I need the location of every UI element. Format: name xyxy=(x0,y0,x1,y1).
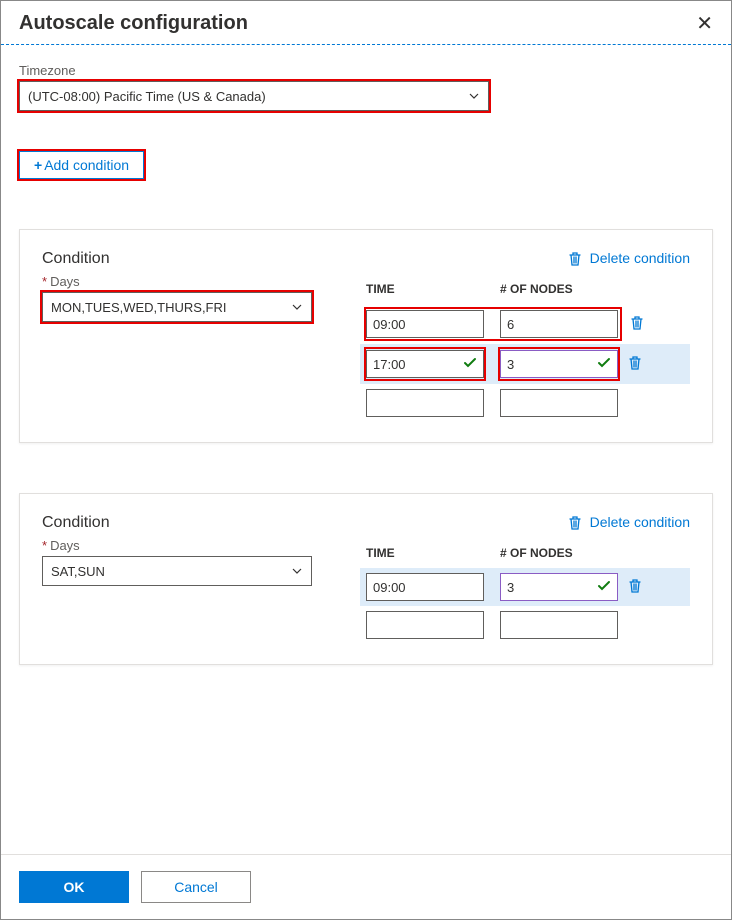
schedule-row: 17:00 3 xyxy=(360,344,690,384)
chevron-down-icon xyxy=(291,565,303,577)
nodes-input[interactable] xyxy=(500,389,618,417)
schedule-table-header: TIME # OF NODES xyxy=(360,274,690,304)
close-icon[interactable]: ✕ xyxy=(696,11,713,36)
chevron-down-icon xyxy=(291,301,303,313)
condition-card: Condition Delete condition *Days MON,TUE… xyxy=(19,229,713,443)
trash-icon xyxy=(568,251,582,265)
days-value: MON,TUES,WED,THURS,FRI xyxy=(51,300,227,315)
check-icon xyxy=(597,356,611,373)
time-header: TIME xyxy=(366,546,484,560)
days-label: *Days xyxy=(42,538,322,553)
days-label: *Days xyxy=(42,274,322,289)
condition-title: Condition xyxy=(42,514,110,532)
footer: OK Cancel xyxy=(1,854,731,919)
check-icon xyxy=(463,356,477,373)
time-input[interactable] xyxy=(366,389,484,417)
add-condition-button[interactable]: + Add condition xyxy=(19,151,144,179)
timezone-label: Timezone xyxy=(19,63,713,78)
cancel-button[interactable]: Cancel xyxy=(141,871,251,903)
delete-row-icon[interactable] xyxy=(630,315,644,334)
panel-title: Autoscale configuration xyxy=(19,12,248,35)
delete-condition-button[interactable]: Delete condition xyxy=(568,250,690,266)
days-select[interactable]: SAT,SUN xyxy=(42,556,312,586)
time-input[interactable]: 17:00 xyxy=(366,350,484,378)
schedule-row: 09:00 3 xyxy=(360,568,690,606)
delete-row-icon[interactable] xyxy=(628,355,642,374)
scroll-area[interactable]: Timezone (UTC-08:00) Pacific Time (US & … xyxy=(1,45,731,854)
time-header: TIME xyxy=(366,282,484,296)
check-icon xyxy=(597,579,611,596)
add-condition-label: Add condition xyxy=(44,157,129,173)
timezone-value: (UTC-08:00) Pacific Time (US & Canada) xyxy=(28,89,266,104)
time-input[interactable]: 09:00 xyxy=(366,573,484,601)
nodes-header: # OF NODES xyxy=(500,546,618,560)
days-select[interactable]: MON,TUES,WED,THURS,FRI xyxy=(42,292,312,322)
nodes-input[interactable]: 3 xyxy=(500,350,618,378)
condition-title: Condition xyxy=(42,250,110,268)
delete-condition-button[interactable]: Delete condition xyxy=(568,514,690,530)
ok-button[interactable]: OK xyxy=(19,871,129,903)
trash-icon xyxy=(568,515,582,529)
days-value: SAT,SUN xyxy=(51,564,105,579)
nodes-input[interactable]: 6 xyxy=(500,310,618,338)
time-input[interactable]: 09:00 xyxy=(366,310,484,338)
plus-icon: + xyxy=(34,157,42,173)
timezone-select[interactable]: (UTC-08:00) Pacific Time (US & Canada) xyxy=(19,81,489,111)
nodes-input[interactable] xyxy=(500,611,618,639)
nodes-header: # OF NODES xyxy=(500,282,618,296)
condition-card: Condition Delete condition *Days SAT,SUN… xyxy=(19,493,713,665)
timezone-field: Timezone (UTC-08:00) Pacific Time (US & … xyxy=(19,63,713,111)
chevron-down-icon xyxy=(468,90,480,102)
panel-header: Autoscale configuration ✕ xyxy=(1,1,731,44)
nodes-input[interactable]: 3 xyxy=(500,573,618,601)
schedule-table-header: TIME # OF NODES xyxy=(360,538,690,568)
delete-row-icon[interactable] xyxy=(628,578,642,597)
schedule-row xyxy=(360,606,690,644)
time-input[interactable] xyxy=(366,611,484,639)
schedule-row: 09:00 6 xyxy=(360,304,690,344)
schedule-row xyxy=(360,384,690,422)
